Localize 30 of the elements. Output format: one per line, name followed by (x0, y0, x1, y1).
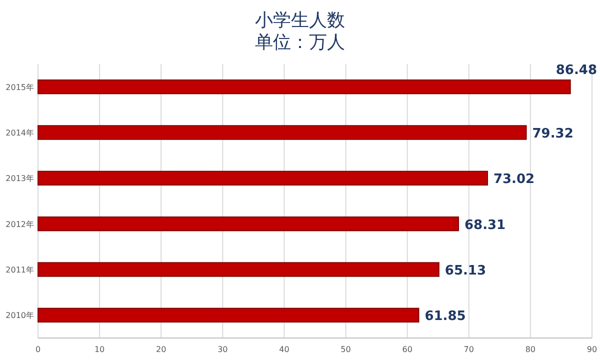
x-tick-label: 30 (218, 345, 228, 354)
bar (38, 125, 527, 140)
data-label: 61.85 (424, 309, 466, 324)
x-tick-label: 40 (279, 345, 290, 354)
y-tick-label: 2011年 (6, 266, 34, 274)
data-label: 86.48 (556, 62, 597, 78)
x-tick-label: 50 (340, 345, 351, 354)
chart-title: 小学生人数 (255, 10, 345, 31)
bar (38, 262, 440, 277)
chart-subtitle: 单位：万人 (255, 32, 345, 53)
data-label: 79.32 (532, 126, 574, 142)
x-tick-label: 80 (525, 345, 536, 354)
data-label: 65.13 (444, 264, 486, 278)
x-tick-label: 90 (586, 345, 598, 354)
y-tick-label: 2013年 (6, 174, 34, 184)
x-tick-label: 70 (464, 345, 474, 354)
x-tick-label: 10 (94, 345, 105, 354)
bar (38, 308, 420, 323)
bar (38, 216, 459, 232)
bar (38, 170, 488, 186)
data-label: 68.31 (464, 218, 506, 233)
bar (38, 79, 571, 94)
y-tick-label: 2012年 (6, 220, 34, 229)
x-tick-label: 60 (402, 345, 412, 354)
x-tick-label: 0 (35, 345, 41, 354)
y-tick-label: 2014年 (6, 128, 34, 138)
data-label: 73.02 (493, 172, 535, 188)
x-tick-label: 20 (156, 345, 166, 354)
y-tick-label: 2010年 (6, 311, 34, 320)
y-tick-label: 2015年 (6, 82, 34, 92)
